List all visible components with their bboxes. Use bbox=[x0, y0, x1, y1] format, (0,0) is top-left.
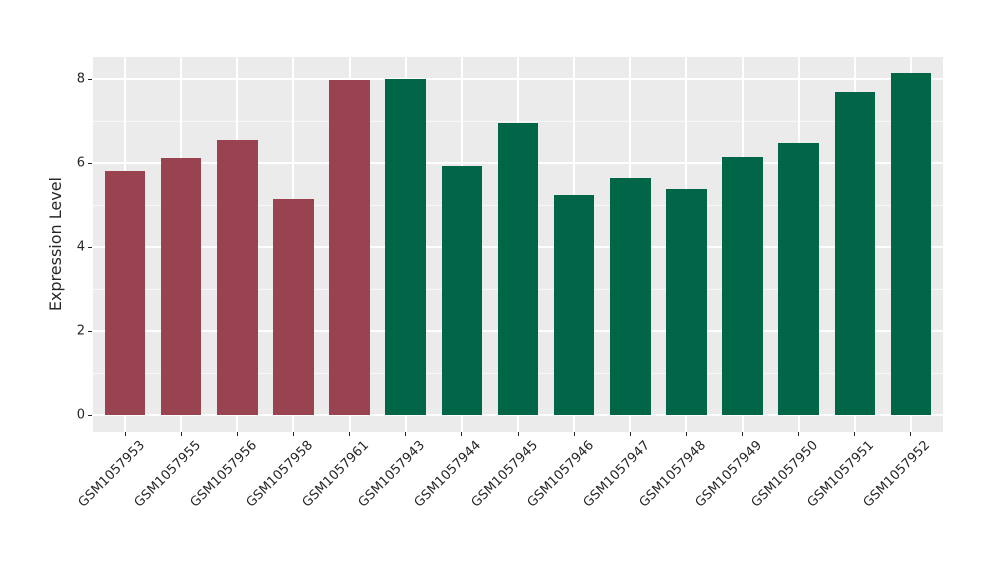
y-tick-label: 0 bbox=[76, 407, 85, 423]
bar bbox=[666, 189, 707, 415]
plot-area: 0 2 4 6 8 GSM1057953 GSM1057955 GSM1057956 GSM10… bbox=[75, 57, 943, 510]
bar bbox=[890, 73, 932, 415]
y-tick-label: 8 bbox=[76, 71, 85, 87]
y-tick-mark bbox=[88, 78, 92, 80]
x-tick-mark bbox=[629, 432, 631, 436]
x-tick-mark bbox=[461, 432, 463, 436]
bar bbox=[610, 177, 651, 415]
x-tick-mark bbox=[573, 432, 575, 436]
bar bbox=[441, 165, 483, 415]
bar bbox=[329, 80, 370, 415]
x-tick-mark bbox=[854, 432, 856, 436]
x-tick-mark bbox=[798, 432, 800, 436]
bar bbox=[834, 92, 876, 415]
bar bbox=[217, 139, 258, 415]
bar bbox=[722, 157, 763, 415]
bar bbox=[273, 199, 314, 415]
x-tick-mark bbox=[292, 432, 294, 436]
bar bbox=[553, 194, 595, 415]
bar bbox=[497, 123, 539, 415]
bar bbox=[778, 142, 819, 415]
x-tick-mark bbox=[180, 432, 182, 436]
y-tick-mark bbox=[88, 162, 92, 164]
bar bbox=[385, 79, 426, 415]
y-tick-label: 4 bbox=[76, 239, 85, 255]
x-tick-mark bbox=[742, 432, 744, 436]
y-tick-mark bbox=[88, 414, 92, 416]
y-tick-label: 6 bbox=[76, 155, 85, 171]
x-tick-mark bbox=[405, 432, 407, 436]
y-tick-mark bbox=[88, 330, 92, 332]
x-tick-mark bbox=[910, 432, 912, 436]
x-tick-mark bbox=[124, 432, 126, 436]
x-tick-mark bbox=[685, 432, 687, 436]
bar bbox=[160, 157, 202, 415]
y-tick-label: 2 bbox=[76, 323, 85, 339]
x-tick-mark bbox=[236, 432, 238, 436]
y-tick-mark bbox=[88, 246, 92, 248]
x-tick-mark bbox=[349, 432, 351, 436]
bar bbox=[104, 170, 146, 415]
x-tick-mark bbox=[517, 432, 519, 436]
